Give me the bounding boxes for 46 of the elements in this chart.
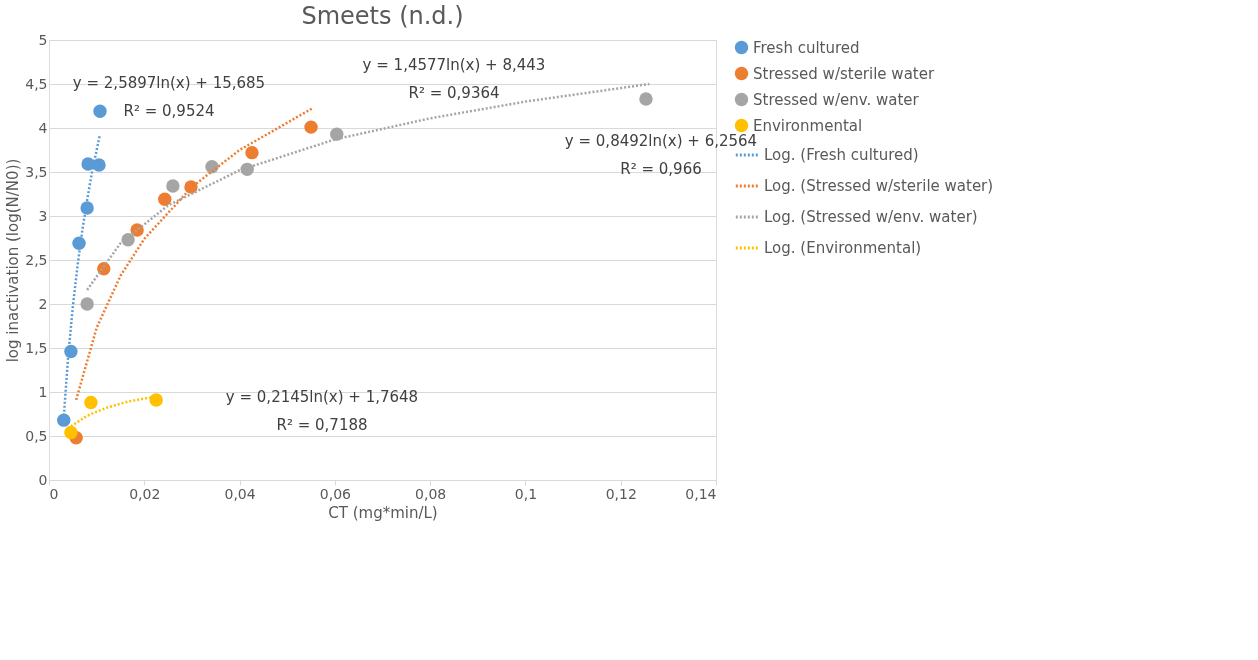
x-tick-label: 0,08 bbox=[415, 485, 447, 502]
y-tick-label: 5 bbox=[38, 31, 48, 48]
annotation: y = 0,8492ln(x) + 6,2564 R² = 0,966 bbox=[564, 132, 758, 178]
y-tick-label: 2 bbox=[38, 295, 48, 312]
annotation: y = 1,4577ln(x) + 8,443 R² = 0,9364 bbox=[362, 56, 546, 102]
x-tick-label: 0 bbox=[49, 485, 59, 502]
y-tick-label: 3 bbox=[38, 207, 48, 224]
legend-label: Fresh cultured bbox=[753, 38, 860, 57]
point bbox=[64, 425, 78, 440]
y-tick-label: 1,5 bbox=[25, 339, 48, 356]
x-tick-label: 0,04 bbox=[224, 485, 256, 502]
x-tick-label: 0,1 bbox=[514, 485, 538, 502]
annotation: y = 0,2145ln(x) + 1,7648 R² = 0,7188 bbox=[225, 388, 419, 434]
y-tick-label: 2,5 bbox=[25, 251, 48, 268]
legend-label: Log. (Stressed w/sterile water) bbox=[764, 177, 994, 195]
y-tick-label: 0 bbox=[38, 471, 48, 488]
y-tick-label: 3,5 bbox=[25, 163, 48, 180]
point bbox=[84, 395, 98, 410]
x-tick-label: 0,12 bbox=[605, 485, 637, 502]
point bbox=[304, 120, 318, 134]
legend-label: Log. (Stressed w/env. water) bbox=[764, 208, 978, 226]
annotation: y = 2,5897ln(x) + 15,685 R² = 0,9524 bbox=[72, 74, 266, 120]
y-tick-label: 4,5 bbox=[25, 75, 48, 92]
point bbox=[166, 179, 180, 193]
point bbox=[330, 127, 344, 141]
y-tick-label: 0,5 bbox=[25, 427, 48, 444]
y-axis-title: log inactivation (log(N/N0)) bbox=[4, 158, 23, 363]
chart-title: Smeets (n.d.) bbox=[301, 2, 464, 30]
point bbox=[93, 104, 107, 118]
legend-label: Log. (Environmental) bbox=[764, 239, 922, 257]
y-tick-label: 1 bbox=[38, 383, 48, 400]
y-tick-label: 4 bbox=[38, 119, 48, 136]
x-tick-label: 0,06 bbox=[319, 485, 352, 502]
legend-label: Environmental bbox=[753, 116, 863, 135]
point bbox=[245, 145, 259, 160]
x-tick-label: 0,14 bbox=[685, 485, 717, 502]
legend-label: Stressed w/env. water bbox=[753, 90, 920, 109]
legend-label: Log. (Fresh cultured) bbox=[764, 146, 919, 164]
point bbox=[639, 92, 653, 106]
x-tick-label: 0,02 bbox=[129, 485, 161, 502]
point bbox=[149, 393, 163, 407]
point bbox=[158, 192, 172, 206]
legend-label: Stressed w/sterile water bbox=[753, 64, 935, 83]
point bbox=[80, 297, 94, 311]
x-axis-title: CT (mg*min/L) bbox=[328, 503, 438, 522]
point bbox=[92, 158, 106, 172]
